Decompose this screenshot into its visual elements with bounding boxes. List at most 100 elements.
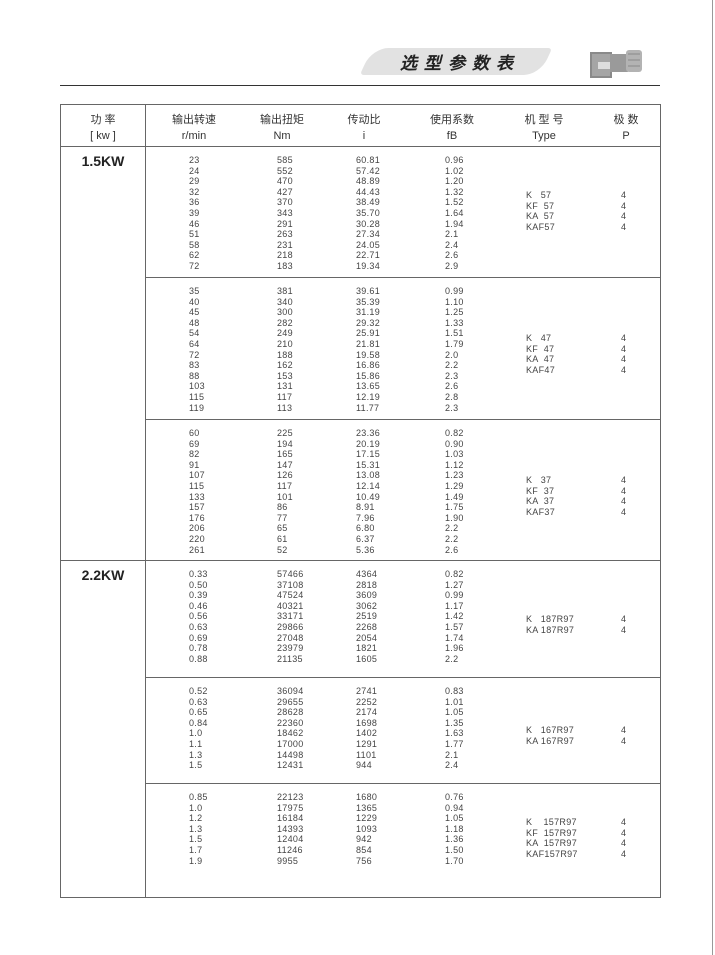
col-speed: 输出转速 r/min — [172, 114, 216, 142]
service-factor: 1.05 — [445, 707, 464, 718]
output-torque: 27048 — [277, 632, 304, 643]
service-factor: 1.17 — [445, 600, 464, 611]
output-speed: 1.3 — [189, 749, 203, 760]
service-factor: 1.74 — [445, 632, 464, 643]
service-factor: 1.01 — [445, 696, 464, 707]
ratio: 27.34 — [356, 229, 381, 240]
ratio: 1291 — [356, 739, 378, 749]
output-torque: 22123 — [277, 792, 304, 802]
output-torque: 153 — [277, 370, 293, 381]
ratio: 1365 — [356, 802, 378, 813]
output-speed: 60 — [189, 428, 200, 438]
ratio: 6.80 — [356, 523, 375, 534]
output-speed: 69 — [189, 438, 200, 449]
output-torque: 16184 — [277, 813, 304, 824]
output-speed: 1.0 — [189, 802, 203, 813]
service-factor: 1.03 — [445, 449, 464, 460]
output-torque: 86 — [277, 502, 288, 513]
ratio: 11.77 — [356, 402, 380, 413]
output-torque: 113 — [277, 402, 293, 413]
output-torque: 14498 — [277, 749, 304, 760]
ratio: 944 — [356, 760, 372, 771]
model-type: KA 157R97 — [526, 838, 578, 849]
output-speed: 133 — [189, 491, 205, 502]
service-factor: 0.94 — [445, 802, 464, 813]
output-speed: 0.85 — [189, 792, 208, 802]
service-factor: 1.77 — [445, 739, 464, 749]
service-factor: 2.2 — [445, 360, 459, 371]
output-speed: 48 — [189, 317, 200, 328]
output-torque: 18462 — [277, 728, 304, 739]
ratio: 756 — [356, 855, 372, 866]
output-speed: 1.5 — [189, 760, 203, 771]
output-torque: 17000 — [277, 739, 304, 749]
service-factor: 1.23 — [445, 470, 464, 481]
service-factor: 1.12 — [445, 459, 464, 470]
model-type: KA 37 — [526, 496, 555, 507]
output-speed: 88 — [189, 370, 200, 381]
col-service-factor: 使用系数 fB — [430, 114, 474, 142]
output-speed: 115 — [189, 481, 205, 491]
output-speed: 23 — [189, 155, 200, 165]
ratio: 35.39 — [356, 296, 381, 307]
ratio: 1698 — [356, 717, 378, 728]
model-type: KAF57 — [526, 221, 556, 232]
service-factor: 1.05 — [445, 813, 464, 824]
output-torque: 36094 — [277, 686, 304, 696]
output-speed: 45 — [189, 307, 200, 318]
service-factor: 1.52 — [445, 197, 464, 208]
output-torque: 57466 — [277, 569, 304, 579]
output-torque: 33171 — [277, 611, 304, 622]
ratio: 1093 — [356, 823, 378, 834]
pole-count: 4 — [621, 354, 627, 365]
ratio: 19.58 — [356, 349, 381, 360]
ratio: 1680 — [356, 792, 378, 802]
service-factor: 2.1 — [445, 229, 459, 240]
output-torque: 147 — [277, 459, 293, 470]
output-torque: 470 — [277, 176, 293, 187]
output-torque: 183 — [277, 261, 293, 271]
col-type: 机 型 号 Type — [524, 114, 564, 142]
ratio: 1402 — [356, 728, 378, 739]
output-torque: 61 — [277, 534, 288, 544]
output-speed: 1.5 — [189, 834, 203, 845]
ratio: 1821 — [356, 643, 378, 654]
output-speed: 0.84 — [189, 717, 208, 728]
ratio: 942 — [356, 834, 372, 845]
ratio: 1605 — [356, 653, 378, 664]
ratio: 15.31 — [356, 459, 381, 470]
output-torque: 340 — [277, 296, 293, 307]
ratio: 1229 — [356, 813, 378, 824]
output-speed: 0.63 — [189, 696, 208, 707]
model-type: K 37 — [526, 475, 552, 485]
model-type: KF 37 — [526, 485, 555, 496]
output-speed: 1.3 — [189, 823, 203, 834]
model-type: KF 47 — [526, 343, 555, 354]
service-factor: 1.18 — [445, 823, 464, 834]
output-torque: 14393 — [277, 823, 304, 834]
output-speed: 82 — [189, 449, 200, 460]
ratio: 38.49 — [356, 197, 381, 208]
service-factor: 1.32 — [445, 186, 464, 197]
output-speed: 261 — [189, 544, 205, 555]
output-torque: 188 — [277, 349, 293, 360]
ratio: 35.70 — [356, 208, 381, 218]
ratio: 8.91 — [356, 502, 375, 513]
service-factor: 0.83 — [445, 686, 464, 696]
output-torque: 37108 — [277, 579, 304, 590]
service-factor: 0.99 — [445, 590, 464, 601]
group-divider — [61, 560, 660, 561]
model-type: K 47 — [526, 333, 552, 343]
output-torque: 117 — [277, 481, 293, 491]
output-speed: 1.0 — [189, 728, 203, 739]
service-factor: 1.64 — [445, 208, 464, 218]
pole-count: 4 — [621, 485, 627, 496]
service-factor: 1.36 — [445, 834, 464, 845]
pole-count: 4 — [621, 827, 627, 838]
service-factor: 2.2 — [445, 653, 459, 664]
ratio: 60.81 — [356, 155, 381, 165]
service-factor: 1.50 — [445, 845, 464, 855]
output-torque: 370 — [277, 197, 293, 208]
output-speed: 157 — [189, 502, 205, 513]
col-ratio: 传动比 i — [347, 114, 381, 142]
